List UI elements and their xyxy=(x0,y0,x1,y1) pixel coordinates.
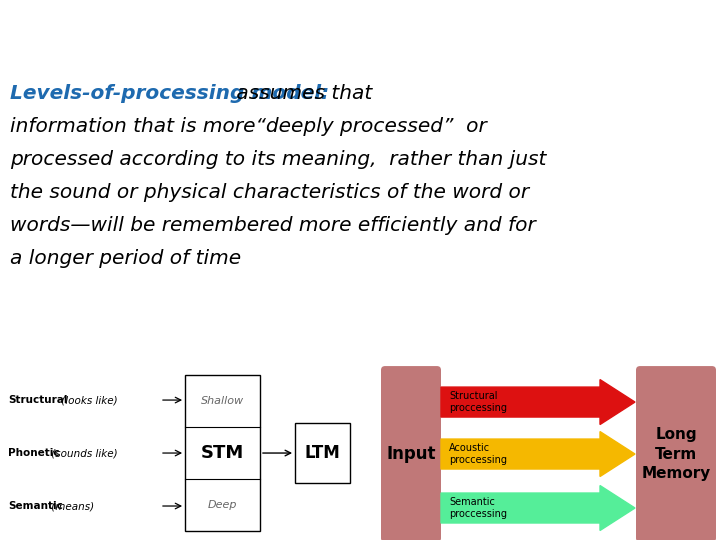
Text: Long
Term
Memory: Long Term Memory xyxy=(642,427,711,481)
Text: Levels-of-processing model:: Levels-of-processing model: xyxy=(10,84,329,103)
Bar xyxy=(185,375,260,531)
FancyArrow shape xyxy=(441,431,635,476)
Text: Structural: Structural xyxy=(8,395,68,405)
Text: processed according to its meaning,  rather than just: processed according to its meaning, rath… xyxy=(10,150,546,169)
Text: Models of Memory: Models of Memory xyxy=(207,18,513,52)
Bar xyxy=(295,423,350,483)
Text: assumes that: assumes that xyxy=(230,84,372,103)
Text: Input: Input xyxy=(386,445,436,463)
Text: (sounds like): (sounds like) xyxy=(48,448,117,458)
Text: the sound or physical characteristics of the word or: the sound or physical characteristics of… xyxy=(10,183,529,202)
FancyArrow shape xyxy=(441,485,635,530)
Text: Phonetic: Phonetic xyxy=(8,448,60,458)
Text: LTM: LTM xyxy=(305,444,341,462)
FancyArrow shape xyxy=(441,380,635,424)
Text: Acoustic
proccessing: Acoustic proccessing xyxy=(449,443,507,465)
Text: (means): (means) xyxy=(48,501,94,511)
Text: information that is more“deeply processed”  or: information that is more“deeply processe… xyxy=(10,117,487,136)
Text: Shallow: Shallow xyxy=(201,396,244,406)
Text: a longer period of time: a longer period of time xyxy=(10,249,241,268)
Text: words—will be remembered more efficiently and for: words—will be remembered more efficientl… xyxy=(10,216,536,235)
Text: Semantic
proccessing: Semantic proccessing xyxy=(449,497,507,519)
FancyBboxPatch shape xyxy=(636,366,716,540)
Text: Deep: Deep xyxy=(208,500,238,510)
Text: STM: STM xyxy=(201,444,244,462)
Text: Structural
proccessing: Structural proccessing xyxy=(449,391,507,413)
Text: Semantic: Semantic xyxy=(8,501,63,511)
FancyBboxPatch shape xyxy=(381,366,441,540)
Text: (looks like): (looks like) xyxy=(58,395,117,405)
